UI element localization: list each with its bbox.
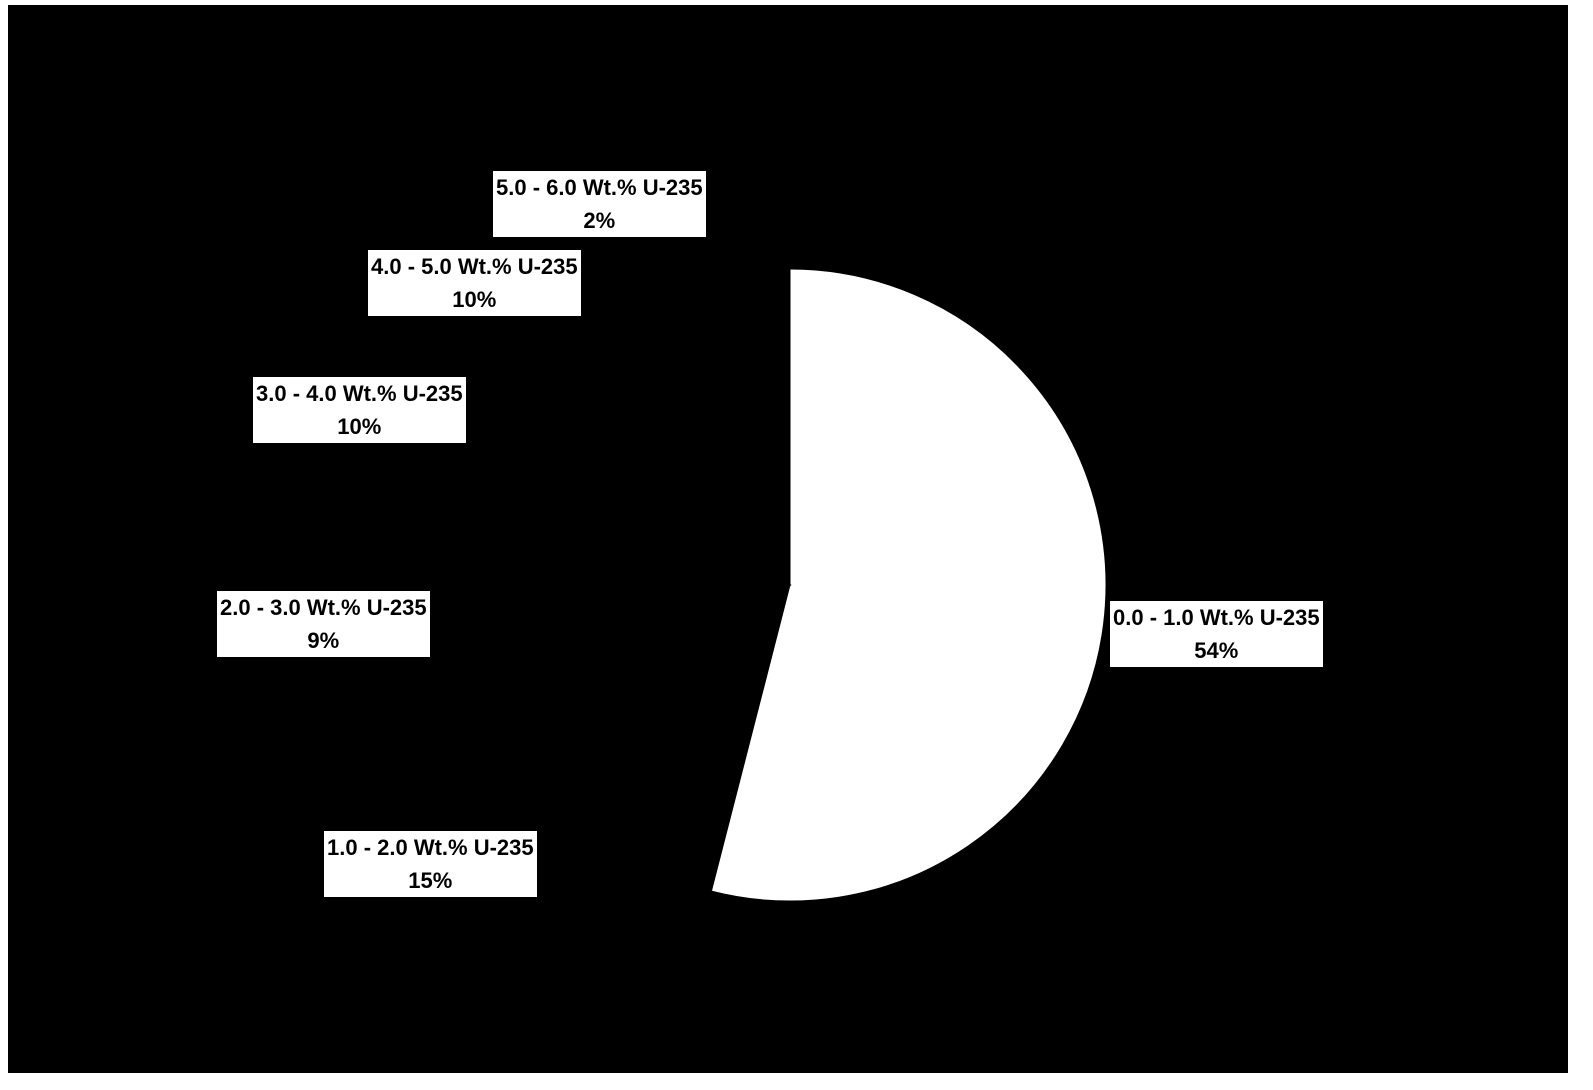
pie-slice <box>474 525 792 702</box>
slice-label-category: 4.0 - 5.0 Wt.% U-235 <box>371 254 578 279</box>
slice-label-2-3: 2.0 - 3.0 Wt.% U-235 9% <box>217 591 430 657</box>
slice-label-category: 1.0 - 2.0 Wt.% U-235 <box>327 835 534 860</box>
pie-slice <box>711 269 1106 901</box>
pie-slice <box>479 354 792 586</box>
pie-slice <box>749 269 791 586</box>
slice-label-category: 0.0 - 1.0 Wt.% U-235 <box>1113 605 1320 630</box>
slice-label-3-4: 3.0 - 4.0 Wt.% U-235 10% <box>253 377 466 443</box>
slice-label-percent: 15% <box>408 868 453 893</box>
pie-slice <box>496 584 791 891</box>
pie-slice <box>573 271 791 587</box>
slice-label-5-6: 5.0 - 6.0 Wt.% U-235 2% <box>493 171 706 237</box>
slice-label-category: 5.0 - 6.0 Wt.% U-235 <box>496 175 703 200</box>
slice-label-0-1: 0.0 - 1.0 Wt.% U-235 54% <box>1110 601 1323 667</box>
slice-label-category: 3.0 - 4.0 Wt.% U-235 <box>256 381 463 406</box>
chart-area: 0.0 - 1.0 Wt.% U-235 54% 1.0 - 2.0 Wt.% … <box>8 5 1568 1073</box>
slice-label-percent: 2% <box>583 208 616 233</box>
pie-chart <box>474 269 1106 901</box>
slice-label-percent: 9% <box>307 628 340 653</box>
slice-label-percent: 54% <box>1194 638 1239 663</box>
slice-label-category: 2.0 - 3.0 Wt.% U-235 <box>220 595 427 620</box>
slice-label-percent: 10% <box>337 414 382 439</box>
slice-label-4-5: 4.0 - 5.0 Wt.% U-235 10% <box>368 250 581 316</box>
slice-label-1-2: 1.0 - 2.0 Wt.% U-235 15% <box>324 831 537 897</box>
slice-label-percent: 10% <box>452 287 497 312</box>
